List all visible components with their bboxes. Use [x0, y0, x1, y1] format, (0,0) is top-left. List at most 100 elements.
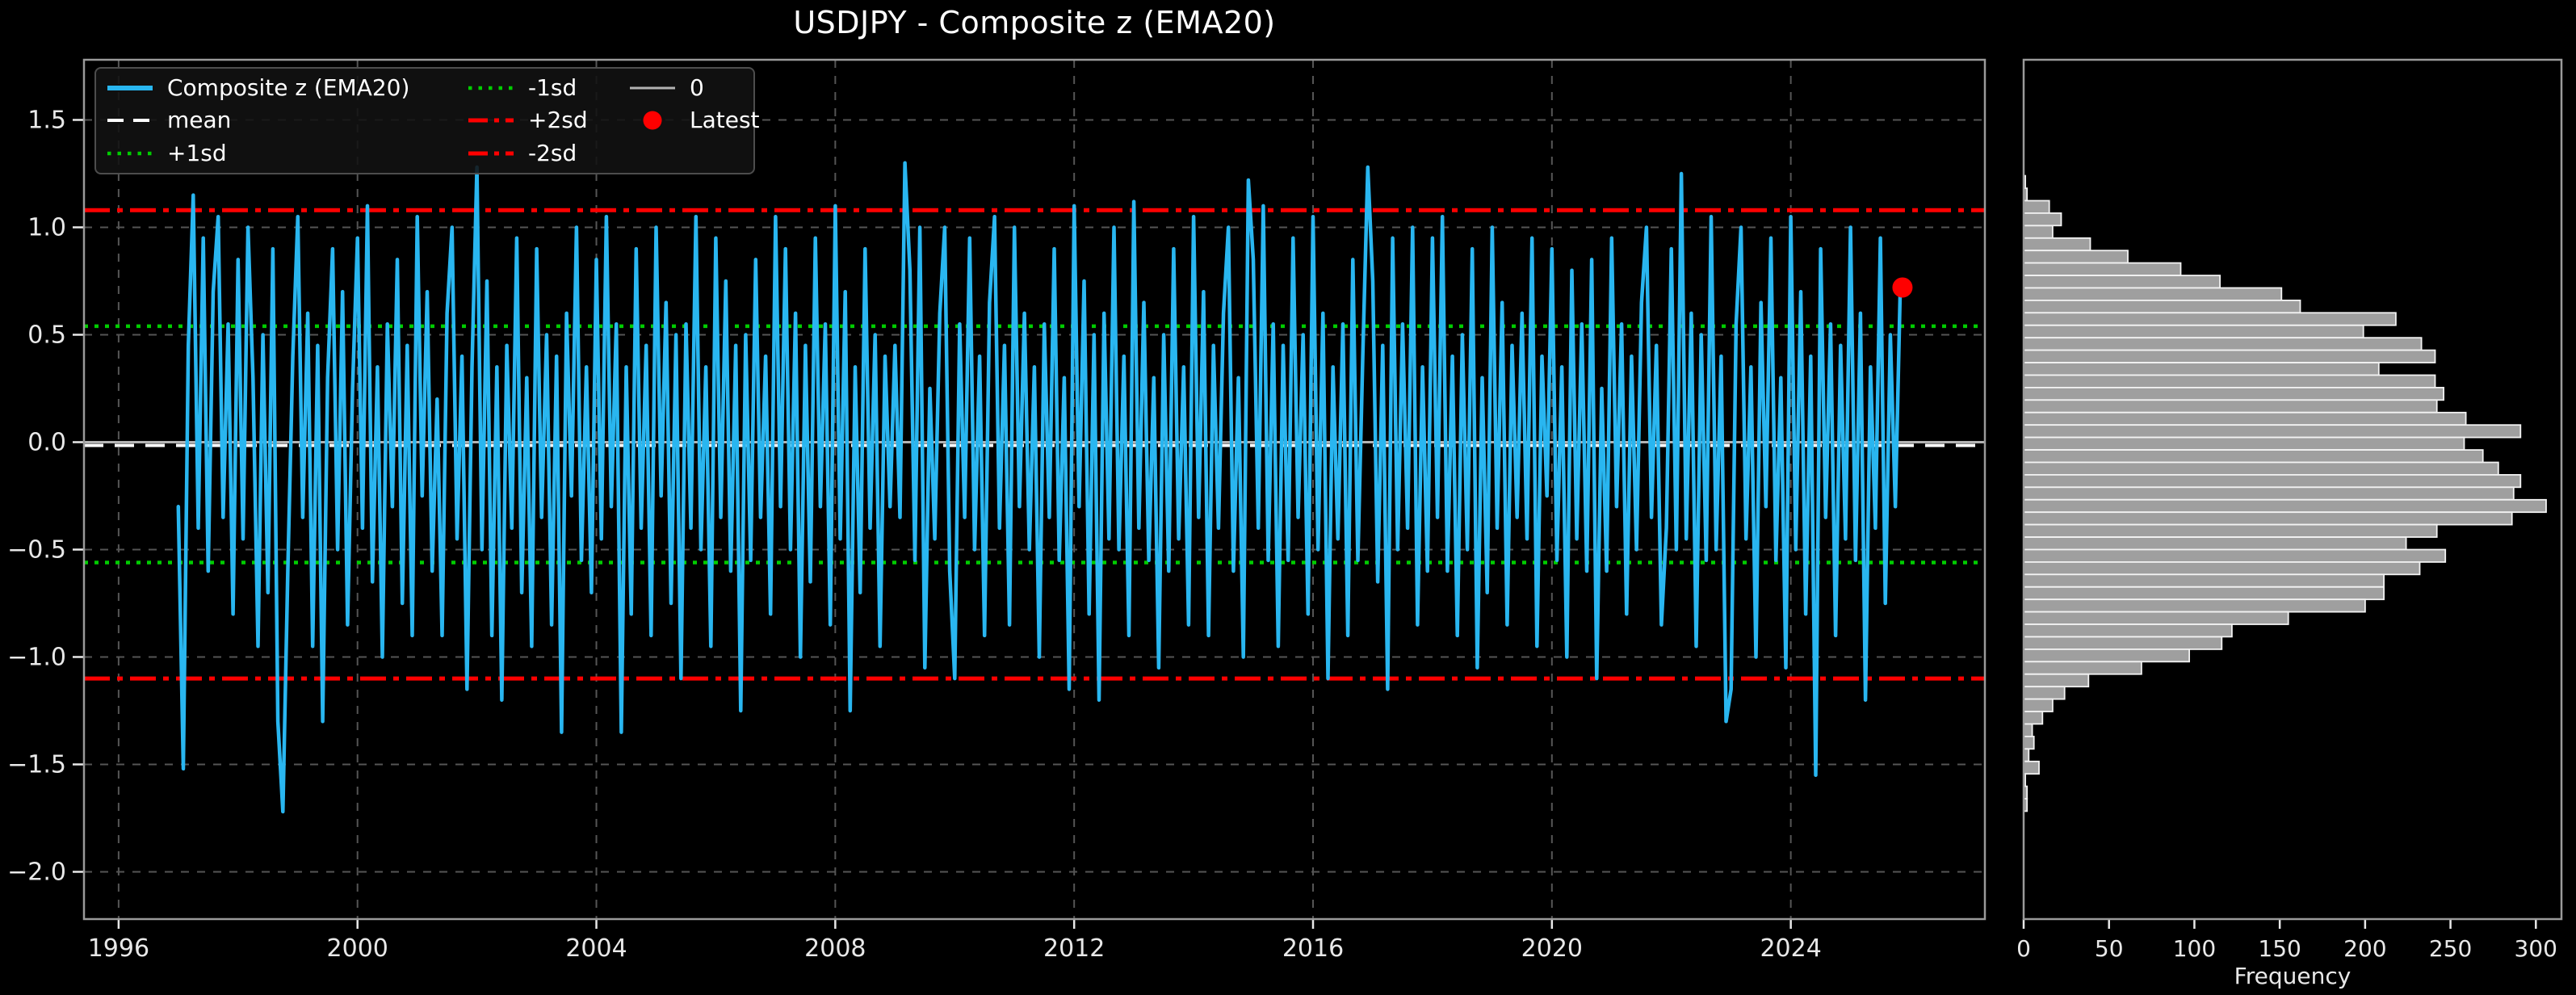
hist-tick-label: 0: [2016, 935, 2031, 962]
hist-bar: [2023, 636, 2223, 650]
hist-plot-border: [2022, 58, 2563, 921]
hist-bar: [2023, 424, 2522, 439]
hist-bar: [2023, 673, 2090, 688]
legend-line-swatch: [468, 151, 514, 156]
y-tick-label: 0.5: [27, 321, 66, 349]
x-tick-label: 2012: [1043, 934, 1105, 963]
hist-bar: [2023, 411, 2467, 426]
hist-bar: [2023, 573, 2385, 588]
chart-title: USDJPY - Composite z (EMA20): [793, 5, 1276, 40]
hist-bar: [2023, 262, 2182, 276]
hist-bar: [2023, 486, 2515, 501]
legend-item: -1sd: [468, 72, 629, 104]
hist-bar: [2023, 386, 2444, 401]
hist-bar: [2023, 561, 2421, 576]
legend-line-swatch: [107, 86, 153, 91]
legend-item: Composite z (EMA20): [107, 72, 468, 104]
y-tick-label: −1.0: [7, 643, 66, 671]
hist-tick-label: 100: [2173, 935, 2216, 962]
hist-bar: [2023, 498, 2547, 514]
legend-item: -2sd: [468, 137, 629, 170]
hist-bar: [2023, 661, 2142, 675]
hist-bar: [2023, 623, 2233, 638]
main-plot-border: [82, 58, 1987, 921]
legend-label: Composite z (EMA20): [167, 74, 410, 102]
hist-bar: [2023, 686, 2066, 700]
legend-marker-swatch: [643, 111, 662, 130]
hist-bar: [2023, 199, 2050, 214]
legend-line-swatch: [630, 86, 675, 90]
hist-tick-label: 250: [2429, 935, 2472, 962]
hist-bar: [2023, 548, 2447, 563]
y-tick-label: −2.0: [7, 858, 66, 886]
hist-bar: [2023, 349, 2436, 363]
hist-bar: [2023, 287, 2283, 301]
hist-bar: [2023, 461, 2499, 476]
hist-bar: [2023, 374, 2436, 388]
hist-bar: [2023, 711, 2044, 725]
hist-bar: [2023, 723, 2033, 737]
x-tick-label: 2008: [804, 934, 866, 963]
hist-bar: [2023, 399, 2438, 414]
legend-label: +2sd: [528, 107, 588, 134]
hist-bar: [2023, 586, 2385, 601]
hist-bar: [2023, 225, 2054, 239]
hist-bar: [2023, 611, 2289, 625]
legend-line-swatch: [468, 118, 514, 123]
hist-tick-label: 50: [2095, 935, 2124, 962]
x-tick-label: 2000: [327, 934, 388, 963]
x-tick-label: 2004: [565, 934, 627, 963]
hist-bar: [2023, 736, 2035, 750]
hist-tick-label: 300: [2515, 935, 2557, 962]
legend-label: mean: [167, 107, 232, 134]
legend-label: 0: [690, 74, 704, 102]
x-tick-label: 1996: [88, 934, 149, 963]
legend-item: +2sd: [468, 104, 629, 136]
hist-bar: [2023, 536, 2407, 551]
legend-label: -1sd: [528, 74, 577, 102]
legend-item: mean: [107, 104, 468, 136]
legend-label: -2sd: [528, 139, 577, 166]
hist-bar: [2023, 250, 2129, 264]
x-tick-label: 2016: [1282, 934, 1344, 963]
legend-item: +1sd: [107, 137, 468, 170]
hist-bar: [2023, 474, 2522, 489]
y-tick-label: 1.5: [27, 106, 66, 134]
hist-bar: [2023, 299, 2301, 314]
hist-bar: [2023, 511, 2513, 526]
y-tick-label: 1.0: [27, 213, 66, 241]
hist-bar: [2023, 449, 2484, 464]
hist-bar: [2023, 598, 2366, 613]
legend-line-swatch: [107, 151, 153, 156]
legend-line-swatch: [468, 86, 514, 90]
hist-bar: [2023, 275, 2221, 289]
hist-xlabel: Frequency: [2234, 963, 2352, 989]
hist-bar: [2023, 760, 2040, 775]
hist-bar: [2023, 337, 2423, 351]
legend-item: Latest: [629, 104, 760, 136]
latest-marker: [1892, 277, 1913, 298]
hist-bar: [2023, 212, 2062, 227]
legend-line-swatch: [107, 119, 153, 123]
hist-bar: [2023, 649, 2191, 663]
hist-tick-label: 150: [2258, 935, 2301, 962]
legend-item: 0: [629, 72, 760, 104]
legend: Composite z (EMA20) mean +1sd -1sd +2sd -2sd 0…: [94, 67, 760, 174]
hist-bar: [2023, 698, 2054, 712]
hist-bar: [2023, 523, 2438, 538]
legend-label: +1sd: [167, 139, 227, 166]
x-tick-label: 2020: [1521, 934, 1583, 963]
hist-bar: [2023, 436, 2465, 451]
y-tick-label: −0.5: [7, 535, 66, 564]
hist-bar: [2023, 324, 2364, 339]
hist-bar: [2023, 362, 2380, 376]
series-line: [176, 161, 1903, 814]
x-tick-label: 2024: [1760, 934, 1821, 963]
legend-label: Latest: [690, 107, 760, 134]
hist-tick-label: 200: [2343, 935, 2386, 962]
hist-bar: [2023, 237, 2091, 252]
hist-bar: [2023, 312, 2397, 326]
y-tick-label: 0.0: [27, 428, 66, 456]
